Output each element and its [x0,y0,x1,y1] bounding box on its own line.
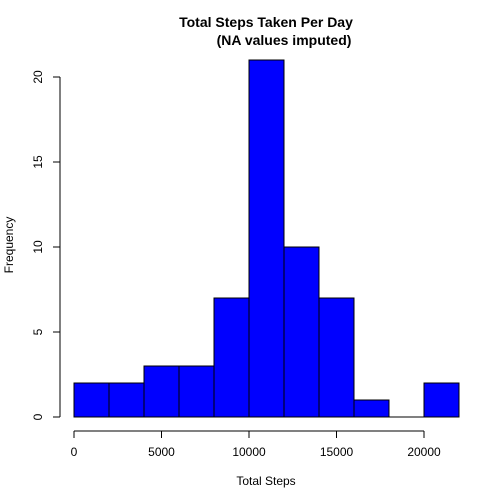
histogram-bar-10 [423,382,460,418]
y-tick-label-2: 10 [31,240,45,254]
histogram-bar-3 [178,365,215,418]
histogram-bars [73,59,460,418]
x-tick-label-0: 0 [71,445,78,459]
y-tick-label-0: 0 [31,413,45,420]
chart-title: Total Steps Taken Per Day [179,14,353,30]
x-axis: 0 5000 10000 15000 20000 [71,430,441,459]
histogram-bar-8 [353,399,390,418]
x-tick-label-1: 5000 [148,445,175,459]
histogram-bar-2 [143,365,180,418]
x-tick-label-2: 10000 [232,445,266,459]
chart-subtitle: (NA values imputed) [217,32,352,48]
histogram-bar-5 [248,59,285,418]
histogram-bar-4 [213,297,250,418]
histogram-bar-1 [108,382,145,418]
y-axis-label: Frequency [2,217,16,274]
y-tick-label-3: 15 [31,155,45,169]
x-axis-label: Total Steps [236,474,295,488]
y-tick-label-4: 20 [31,70,45,84]
histogram-bar-7 [318,297,355,418]
y-tick-label-1: 5 [31,328,45,335]
histogram-bar-0 [73,382,110,418]
x-tick-label-3: 15000 [320,445,354,459]
x-tick-label-4: 20000 [407,445,441,459]
histogram-bar-6 [283,246,320,418]
y-axis: 0 5 10 15 20 [31,70,61,420]
